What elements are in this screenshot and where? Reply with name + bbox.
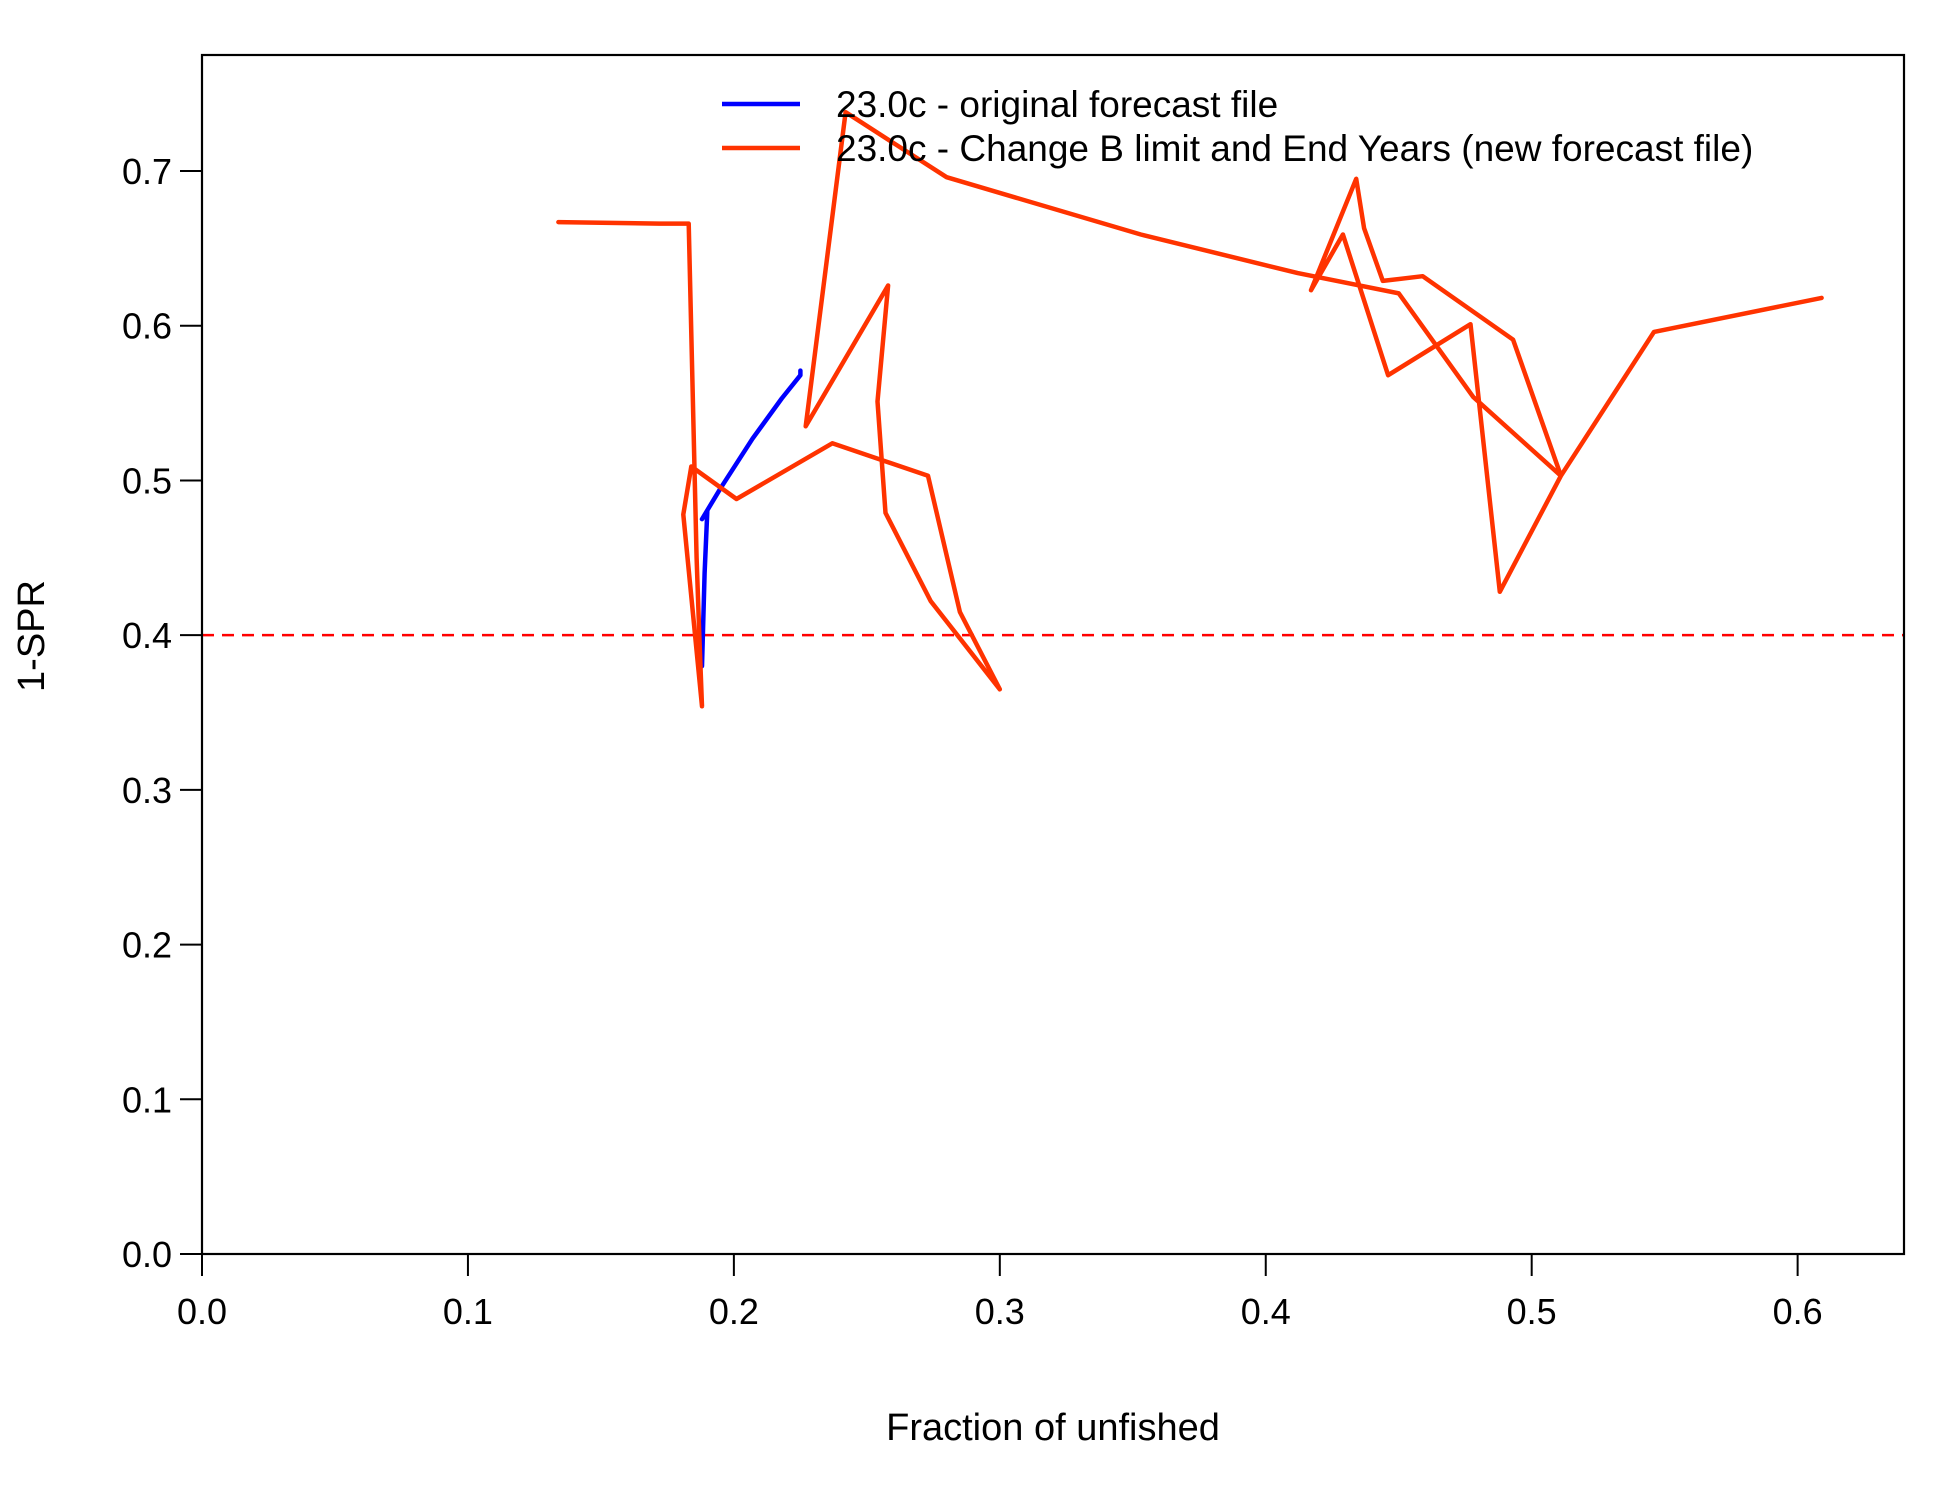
y-tick-label: 0.3 [122, 770, 172, 811]
x-tick-label: 0.5 [1507, 1291, 1557, 1332]
x-tick-label: 0.4 [1241, 1291, 1291, 1332]
legend-label-2: 23.0c - Change B limit and End Years (ne… [836, 128, 1753, 169]
x-axis-label: Fraction of unfished [886, 1407, 1220, 1449]
x-tick-label: 0.1 [443, 1291, 493, 1332]
y-axis-label: 1-SPR [11, 580, 53, 692]
y-axis: 0.0 0.1 0.2 0.3 0.4 0.5 0.6 0.7 [122, 151, 202, 1275]
y-tick-label: 0.6 [122, 306, 172, 347]
y-tick-label: 0.1 [122, 1079, 172, 1120]
x-tick-label: 0.0 [177, 1291, 227, 1332]
y-tick-label: 0.7 [122, 151, 172, 192]
x-tick-label: 0.2 [709, 1291, 759, 1332]
y-tick-label: 0.5 [122, 460, 172, 501]
x-axis: 0.0 0.1 0.2 0.3 0.4 0.5 0.6 [177, 1254, 1823, 1332]
legend-label-1: 23.0c - original forecast file [836, 84, 1278, 125]
y-tick-label: 0.4 [122, 615, 172, 656]
plot-frame [200, 53, 1906, 1256]
y-tick-label: 0.2 [122, 925, 172, 966]
x-tick-label: 0.3 [975, 1291, 1025, 1332]
series-line-2 [556, 109, 1824, 709]
y-tick-label: 0.0 [122, 1234, 172, 1275]
plot-area [202, 109, 1904, 709]
x-tick-label: 0.6 [1773, 1291, 1823, 1332]
